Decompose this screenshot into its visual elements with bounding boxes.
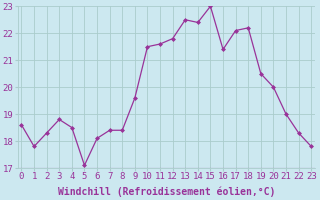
X-axis label: Windchill (Refroidissement éolien,°C): Windchill (Refroidissement éolien,°C) [58, 187, 275, 197]
